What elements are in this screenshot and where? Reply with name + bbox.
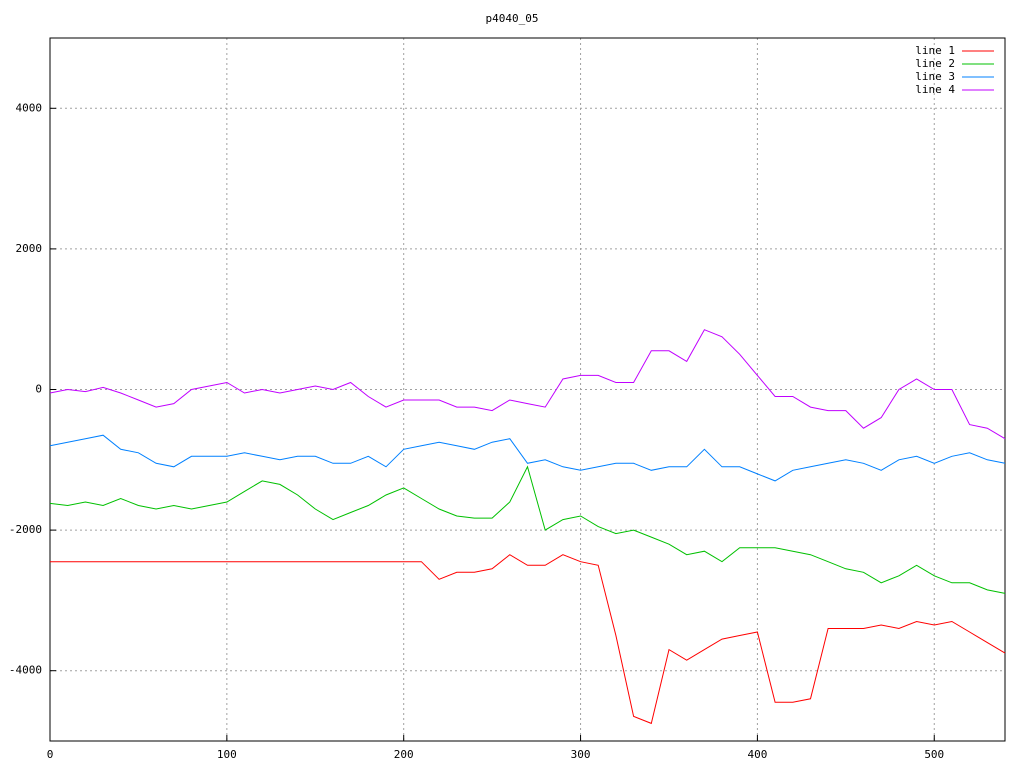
series-line — [49, 465, 1006, 594]
y-tick-label: 0 — [35, 383, 42, 396]
y-tick-label: 4000 — [16, 101, 43, 114]
x-tick-label: 100 — [217, 748, 237, 761]
x-tick-label: 400 — [747, 748, 767, 761]
series-line — [49, 434, 1006, 482]
series-line — [50, 554, 1006, 725]
series-line — [49, 329, 1006, 440]
y-tick-label: -2000 — [9, 523, 42, 536]
legend-label: line 4 — [915, 83, 955, 96]
y-tick-label: -4000 — [9, 664, 42, 677]
chart-title: p4040_05 — [486, 12, 539, 25]
legend-label: line 2 — [915, 57, 955, 70]
x-tick-label: 0 — [47, 748, 54, 761]
plot-border — [49, 37, 1006, 742]
legend-label: line 1 — [915, 44, 955, 57]
y-tick-label: 2000 — [16, 242, 43, 255]
legend-label: line 3 — [915, 70, 955, 83]
x-tick-label: 200 — [394, 748, 414, 761]
x-tick-label: 300 — [571, 748, 591, 761]
x-tick-label: 500 — [924, 748, 944, 761]
